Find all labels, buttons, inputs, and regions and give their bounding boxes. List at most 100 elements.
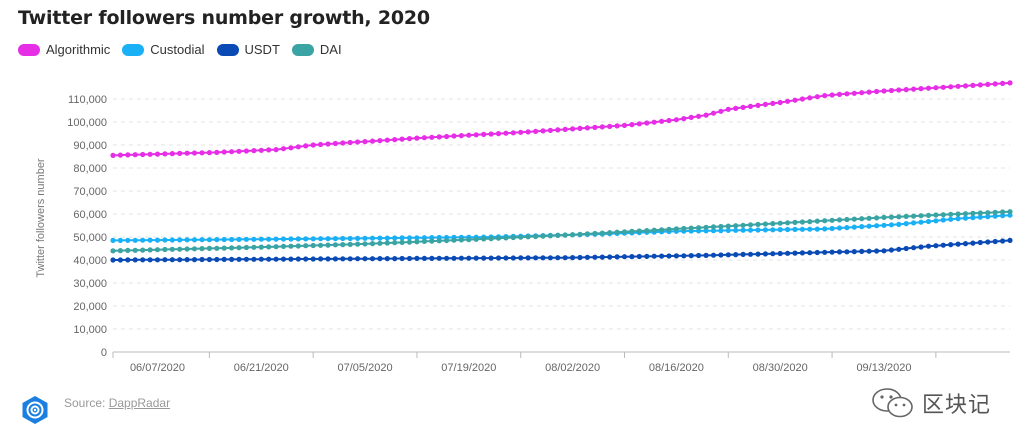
- data-point[interactable]: [629, 122, 635, 128]
- data-point[interactable]: [525, 255, 531, 261]
- data-point[interactable]: [132, 247, 138, 253]
- data-point[interactable]: [243, 236, 249, 242]
- data-point[interactable]: [221, 149, 227, 155]
- data-point[interactable]: [1000, 80, 1006, 86]
- data-point[interactable]: [770, 221, 776, 227]
- data-point[interactable]: [147, 247, 153, 253]
- data-point[interactable]: [562, 126, 568, 132]
- data-point[interactable]: [243, 148, 249, 154]
- data-point[interactable]: [925, 243, 932, 249]
- data-point[interactable]: [154, 247, 161, 253]
- data-point[interactable]: [273, 236, 279, 242]
- data-point[interactable]: [673, 253, 680, 259]
- data-point[interactable]: [392, 235, 398, 241]
- data-point[interactable]: [992, 209, 998, 215]
- data-point[interactable]: [399, 255, 405, 262]
- data-point[interactable]: [332, 242, 338, 248]
- data-point[interactable]: [206, 237, 212, 243]
- data-point[interactable]: [473, 132, 479, 138]
- data-point[interactable]: [318, 236, 324, 242]
- data-point[interactable]: [147, 151, 153, 157]
- data-point[interactable]: [696, 225, 702, 231]
- data-point[interactable]: [636, 228, 642, 234]
- data-point[interactable]: [570, 232, 576, 238]
- data-point[interactable]: [414, 239, 420, 245]
- data-point[interactable]: [206, 256, 212, 263]
- data-point[interactable]: [792, 226, 798, 232]
- data-point[interactable]: [295, 243, 301, 249]
- data-point[interactable]: [948, 216, 954, 222]
- data-point[interactable]: [762, 251, 769, 257]
- data-point[interactable]: [266, 244, 272, 250]
- data-point[interactable]: [703, 112, 709, 118]
- data-point[interactable]: [777, 227, 783, 233]
- data-point[interactable]: [940, 84, 946, 90]
- data-point[interactable]: [903, 221, 909, 227]
- data-point[interactable]: [844, 91, 850, 97]
- data-point[interactable]: [903, 245, 909, 252]
- data-point[interactable]: [214, 256, 220, 263]
- data-point[interactable]: [577, 231, 583, 237]
- data-point[interactable]: [874, 248, 880, 254]
- data-point[interactable]: [659, 227, 665, 233]
- data-point[interactable]: [725, 223, 731, 229]
- data-point[interactable]: [599, 124, 605, 130]
- data-point[interactable]: [273, 256, 279, 262]
- data-point[interactable]: [481, 131, 487, 137]
- data-point[interactable]: [673, 117, 680, 123]
- data-point[interactable]: [792, 250, 798, 256]
- data-point[interactable]: [829, 217, 835, 223]
- data-point[interactable]: [169, 246, 175, 252]
- data-point[interactable]: [273, 244, 279, 250]
- data-point[interactable]: [822, 249, 828, 255]
- data-point[interactable]: [266, 147, 272, 153]
- data-point[interactable]: [347, 139, 353, 146]
- data-point[interactable]: [377, 240, 383, 246]
- data-point[interactable]: [288, 243, 294, 249]
- data-point[interactable]: [369, 235, 376, 241]
- data-point[interactable]: [614, 229, 620, 235]
- data-point[interactable]: [696, 113, 702, 119]
- data-point[interactable]: [340, 256, 346, 262]
- data-point[interactable]: [799, 219, 806, 225]
- data-point[interactable]: [836, 225, 843, 231]
- data-point[interactable]: [533, 128, 539, 134]
- data-point[interactable]: [280, 256, 287, 262]
- data-point[interactable]: [503, 255, 509, 261]
- data-point[interactable]: [814, 218, 820, 224]
- data-point[interactable]: [451, 237, 457, 243]
- data-point[interactable]: [903, 87, 909, 93]
- data-point[interactable]: [888, 222, 895, 228]
- data-point[interactable]: [258, 147, 264, 153]
- data-point[interactable]: [888, 87, 895, 94]
- data-point[interactable]: [392, 256, 398, 262]
- data-point[interactable]: [340, 242, 346, 248]
- data-point[interactable]: [992, 81, 998, 87]
- data-point[interactable]: [473, 236, 479, 242]
- data-point[interactable]: [985, 239, 991, 245]
- data-point[interactable]: [607, 230, 613, 236]
- data-point[interactable]: [169, 151, 175, 157]
- data-point[interactable]: [214, 237, 220, 243]
- data-point[interactable]: [822, 93, 828, 99]
- data-point[interactable]: [110, 257, 116, 263]
- data-point[interactable]: [911, 86, 917, 92]
- data-point[interactable]: [236, 256, 242, 262]
- data-point[interactable]: [1000, 209, 1006, 215]
- data-point[interactable]: [829, 225, 835, 232]
- data-point[interactable]: [236, 148, 242, 154]
- data-point[interactable]: [918, 219, 924, 225]
- data-point[interactable]: [177, 150, 183, 156]
- data-point[interactable]: [444, 237, 450, 244]
- data-point[interactable]: [659, 118, 665, 124]
- data-point[interactable]: [495, 255, 502, 261]
- data-point[interactable]: [384, 137, 390, 143]
- data-point[interactable]: [621, 229, 628, 235]
- data-point[interactable]: [955, 211, 961, 217]
- data-point[interactable]: [829, 249, 835, 255]
- data-point[interactable]: [229, 245, 235, 251]
- data-point[interactable]: [177, 257, 183, 263]
- data-point[interactable]: [199, 150, 205, 156]
- data-point[interactable]: [510, 130, 516, 136]
- data-point[interactable]: [785, 220, 791, 226]
